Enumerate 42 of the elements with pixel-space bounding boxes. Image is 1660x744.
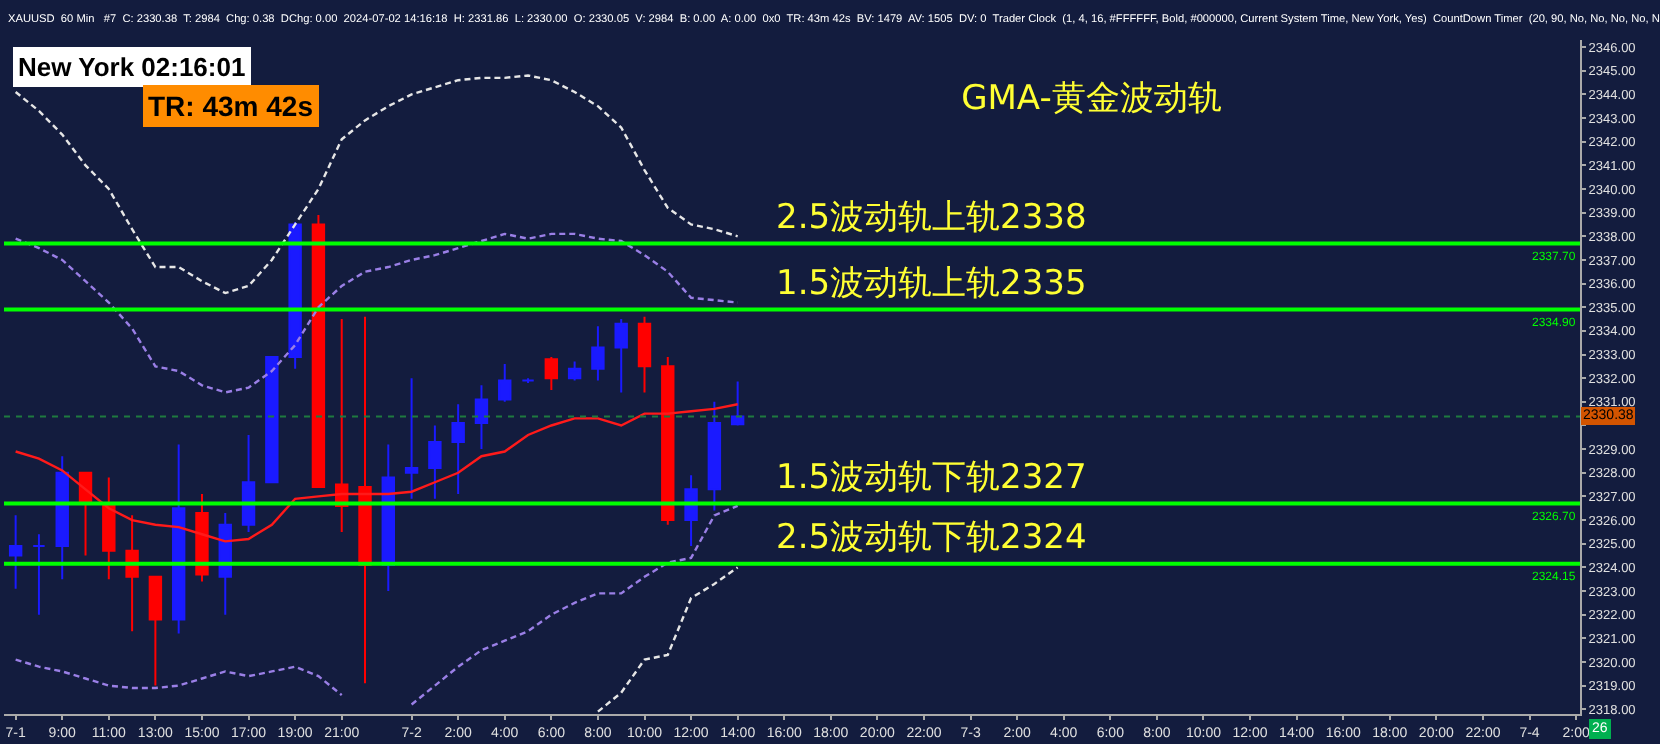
candlestick — [567, 360, 582, 382]
candlestick — [218, 511, 232, 616]
line-series — [14, 232, 739, 394]
candlestick — [521, 377, 535, 384]
annotation: TR: 43m 42s — [148, 90, 314, 122]
candlestick — [661, 355, 675, 526]
line-series — [596, 566, 739, 713]
annotation: 1.5波动轨上轨2335 — [776, 264, 1087, 304]
candlestick — [451, 403, 465, 496]
candlestick — [148, 575, 163, 687]
candlestick — [684, 474, 698, 548]
candlestick — [637, 315, 652, 394]
candlestick — [428, 424, 442, 500]
candlestick — [544, 355, 559, 391]
candlestick — [358, 315, 372, 685]
line-series — [14, 74, 739, 295]
line-series — [14, 403, 739, 543]
candlestick — [8, 514, 23, 590]
annotation: 2.5波动轨上轨2338 — [776, 198, 1087, 238]
candlestick — [474, 384, 489, 451]
annotation: New York 02:16:01 — [18, 52, 246, 82]
candlestick — [614, 318, 628, 394]
candlestick — [171, 443, 186, 635]
candlestick — [32, 533, 46, 616]
text: GMA-黄金波动轨 — [961, 78, 1222, 119]
candlestick — [265, 355, 279, 484]
candlestick — [498, 363, 512, 403]
candlestick — [241, 433, 256, 533]
candlestick — [311, 214, 326, 488]
annotation: 1.5波动轨下轨2327 — [776, 458, 1087, 498]
candlestick — [730, 380, 745, 427]
candlestick — [78, 471, 93, 557]
annotation: 2.5波动轨下轨2324 — [776, 518, 1087, 558]
candlestick — [195, 493, 209, 583]
candlestick — [591, 325, 605, 382]
candlestick — [288, 221, 302, 370]
candlestick — [707, 400, 722, 512]
candlestick — [404, 377, 419, 500]
candlestick — [102, 476, 116, 581]
candlestick — [125, 514, 139, 633]
candlestick — [381, 443, 395, 593]
candlestick — [55, 455, 69, 581]
